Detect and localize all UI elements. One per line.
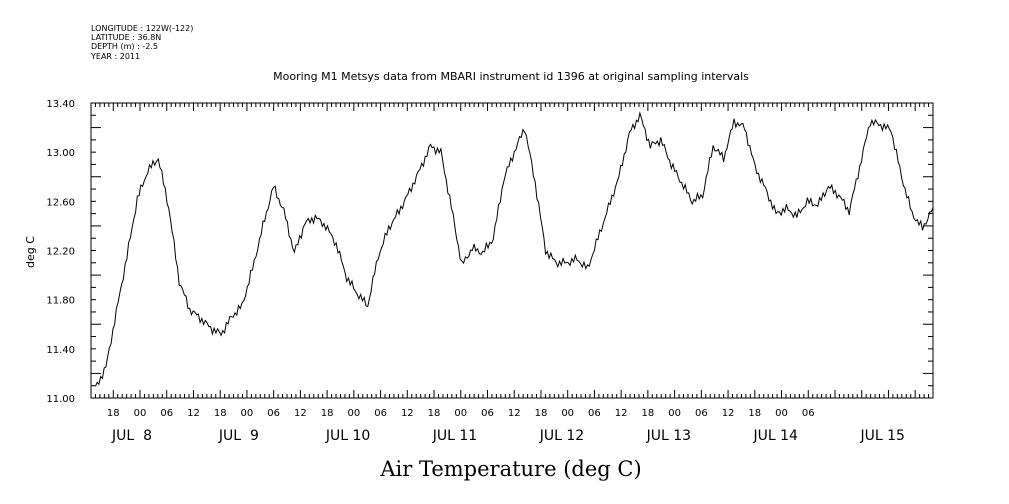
x-tick-label: 06 xyxy=(374,408,387,419)
x-tick-label: 00 xyxy=(134,408,147,419)
y-tick-label: 13.00 xyxy=(46,148,75,159)
meta-longitude: LONGITUDE : 122W(-122) xyxy=(91,24,193,33)
x-day-label: JUL 12 xyxy=(539,428,584,444)
x-tick-label: 12 xyxy=(187,408,200,419)
x-day-label: JUL 9 xyxy=(218,428,259,444)
x-tick-label: 18 xyxy=(107,408,120,419)
x-tick-label: 12 xyxy=(615,408,628,419)
x-day-label: JUL 14 xyxy=(753,428,799,444)
x-tick-label: 00 xyxy=(775,408,788,419)
y-tick-label: 11.80 xyxy=(46,296,75,307)
x-tick-label: 00 xyxy=(561,408,574,419)
x-tick-label: 06 xyxy=(481,408,494,419)
x-day-label: JUL 15 xyxy=(859,428,904,444)
plot-frame xyxy=(90,102,934,399)
x-tick-label: 18 xyxy=(642,408,655,419)
x-tick-label: 06 xyxy=(160,408,173,419)
x-tick-label: 12 xyxy=(508,408,521,419)
x-tick-label: 18 xyxy=(748,408,761,419)
y-tick-label: 11.40 xyxy=(46,345,75,356)
x-day-label: JUL 10 xyxy=(325,428,370,444)
x-day-label: JUL 11 xyxy=(432,428,477,444)
y-axis-label: deg C xyxy=(24,236,37,268)
y-axis: 11.00 11.40 11.80 12.20 12.60 13.00 13.40 xyxy=(46,99,933,405)
plot-title: Mooring M1 Metsys data from MBARI instru… xyxy=(273,70,749,83)
x-tick-label: 06 xyxy=(802,408,815,419)
x-day-label: JUL 8 xyxy=(111,428,152,444)
y-tick-label: 11.00 xyxy=(46,394,75,405)
x-tick-label: 00 xyxy=(347,408,360,419)
x-day-label: JUL 13 xyxy=(646,428,691,444)
x-tick-label: 18 xyxy=(214,408,227,419)
meta-year: YEAR : 2011 xyxy=(90,52,140,61)
x-tick-label: 18 xyxy=(321,408,334,419)
y-tick-label: 12.20 xyxy=(46,247,75,258)
x-tick-label: 18 xyxy=(535,408,548,419)
meta-depth: DEPTH (m) : -2.5 xyxy=(91,42,158,51)
x-tick-label: 12 xyxy=(401,408,414,419)
x-tick-label: 12 xyxy=(722,408,735,419)
x-tick-label: 00 xyxy=(241,408,254,419)
x-tick-label: 06 xyxy=(695,408,708,419)
chart-title: Air Temperature (deg C) xyxy=(379,457,641,481)
series-layer xyxy=(95,111,934,387)
series-line xyxy=(95,111,934,387)
x-axis: 18 00 06 12 18 00 06 12 18 00 06 12 18 00 06 12 18 00 06 12… xyxy=(94,103,934,444)
y-tick-label: 13.40 xyxy=(46,99,75,110)
y-tick-label: 12.60 xyxy=(46,197,75,208)
x-tick-label: 06 xyxy=(588,408,601,419)
x-tick-label: 00 xyxy=(668,408,681,419)
x-tick-label: 00 xyxy=(454,408,467,419)
meta-latitude: LATITUDE : 36.8N xyxy=(91,33,161,42)
x-tick-label: 06 xyxy=(267,408,280,419)
x-tick-label: 18 xyxy=(428,408,441,419)
x-tick-label: 12 xyxy=(294,408,307,419)
